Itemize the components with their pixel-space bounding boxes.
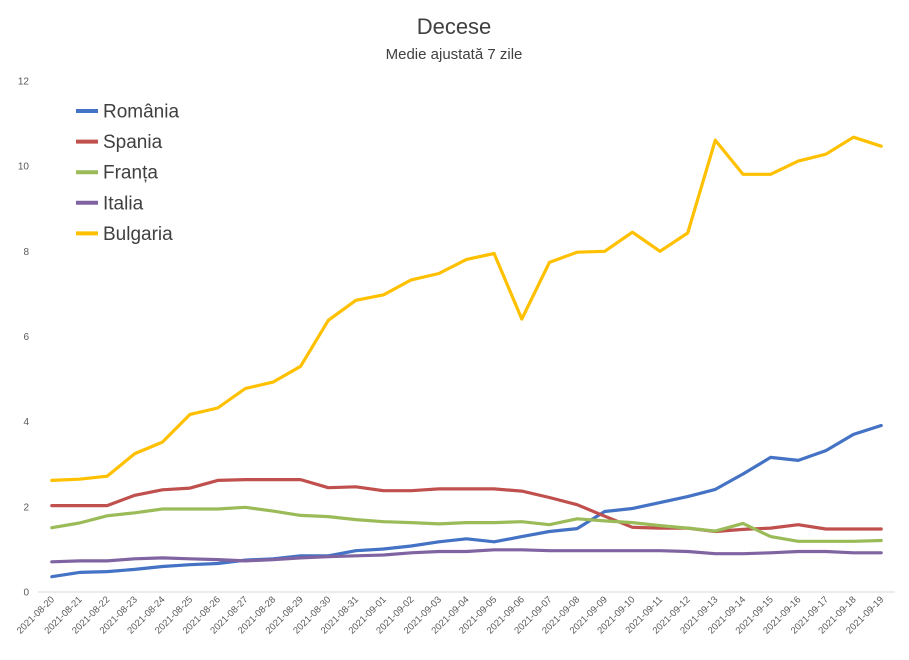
y-tick-label: 6: [23, 332, 29, 343]
legend-label: Italia: [103, 193, 144, 214]
series-line-românia: [50, 423, 883, 579]
series-line-bulgaria: [50, 135, 883, 482]
series-line-spania: [50, 478, 883, 534]
y-tick-label: 12: [18, 77, 30, 88]
y-tick-label: 8: [23, 247, 29, 258]
legend-label: România: [103, 102, 179, 123]
y-tick-label: 2: [23, 502, 29, 513]
chart-title: Decese: [417, 14, 492, 39]
plot-area: [50, 135, 883, 579]
legend-label: Bulgaria: [103, 224, 173, 245]
y-axis: 0 2 4 6 8 10 12: [18, 77, 30, 599]
chart-subtitle: Medie ajustată 7 zile: [386, 46, 523, 63]
x-axis: 2021-08-202021-08-212021-08-222021-08-23…: [15, 591, 895, 636]
y-tick-label: 10: [18, 162, 30, 173]
legend: România Spania Franța Italia Bulgaria: [76, 102, 179, 245]
legend-label: Franța: [103, 163, 158, 184]
series-line-franța: [50, 505, 883, 543]
y-tick-label: 0: [23, 588, 29, 599]
legend-label: Spania: [103, 132, 163, 153]
y-tick-label: 4: [23, 417, 29, 428]
series-line-italia: [50, 548, 883, 564]
